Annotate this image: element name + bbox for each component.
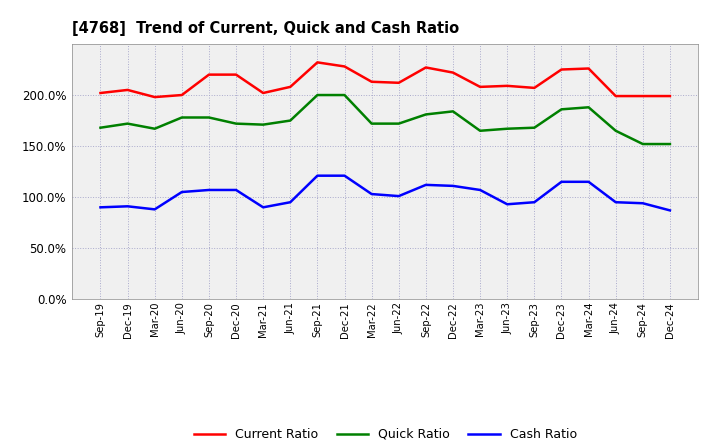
Current Ratio <box>150 95 159 100</box>
Current Ratio <box>313 60 322 65</box>
Quick Ratio <box>286 118 294 123</box>
Quick Ratio <box>476 128 485 133</box>
Current Ratio <box>123 87 132 92</box>
Current Ratio <box>286 84 294 89</box>
Cash Ratio <box>367 191 376 197</box>
Current Ratio <box>367 79 376 84</box>
Current Ratio <box>96 90 105 95</box>
Line: Current Ratio: Current Ratio <box>101 62 670 97</box>
Legend: Current Ratio, Quick Ratio, Cash Ratio: Current Ratio, Quick Ratio, Cash Ratio <box>194 428 577 440</box>
Quick Ratio <box>421 112 430 117</box>
Quick Ratio <box>665 141 674 147</box>
Quick Ratio <box>96 125 105 130</box>
Cash Ratio <box>395 194 403 199</box>
Current Ratio <box>639 93 647 99</box>
Current Ratio <box>611 93 620 99</box>
Cash Ratio <box>503 202 511 207</box>
Cash Ratio <box>611 200 620 205</box>
Current Ratio <box>503 83 511 88</box>
Quick Ratio <box>259 122 268 127</box>
Cash Ratio <box>557 179 566 184</box>
Line: Cash Ratio: Cash Ratio <box>101 176 670 210</box>
Text: [4768]  Trend of Current, Quick and Cash Ratio: [4768] Trend of Current, Quick and Cash … <box>72 21 459 36</box>
Cash Ratio <box>421 182 430 187</box>
Current Ratio <box>584 66 593 71</box>
Quick Ratio <box>639 141 647 147</box>
Current Ratio <box>557 67 566 72</box>
Cash Ratio <box>178 189 186 194</box>
Cash Ratio <box>123 204 132 209</box>
Cash Ratio <box>204 187 213 193</box>
Quick Ratio <box>449 109 457 114</box>
Quick Ratio <box>178 115 186 120</box>
Cash Ratio <box>449 183 457 188</box>
Quick Ratio <box>204 115 213 120</box>
Current Ratio <box>259 90 268 95</box>
Quick Ratio <box>313 92 322 98</box>
Current Ratio <box>204 72 213 77</box>
Quick Ratio <box>611 128 620 133</box>
Cash Ratio <box>584 179 593 184</box>
Cash Ratio <box>665 208 674 213</box>
Quick Ratio <box>503 126 511 132</box>
Quick Ratio <box>395 121 403 126</box>
Line: Quick Ratio: Quick Ratio <box>101 95 670 144</box>
Current Ratio <box>421 65 430 70</box>
Cash Ratio <box>232 187 240 193</box>
Quick Ratio <box>341 92 349 98</box>
Quick Ratio <box>584 105 593 110</box>
Quick Ratio <box>530 125 539 130</box>
Current Ratio <box>395 80 403 85</box>
Current Ratio <box>449 70 457 75</box>
Cash Ratio <box>476 187 485 193</box>
Cash Ratio <box>530 200 539 205</box>
Current Ratio <box>476 84 485 89</box>
Current Ratio <box>530 85 539 91</box>
Cash Ratio <box>259 205 268 210</box>
Quick Ratio <box>123 121 132 126</box>
Current Ratio <box>665 93 674 99</box>
Cash Ratio <box>313 173 322 178</box>
Cash Ratio <box>639 201 647 206</box>
Current Ratio <box>178 92 186 98</box>
Quick Ratio <box>150 126 159 132</box>
Quick Ratio <box>232 121 240 126</box>
Cash Ratio <box>286 200 294 205</box>
Cash Ratio <box>96 205 105 210</box>
Current Ratio <box>232 72 240 77</box>
Cash Ratio <box>341 173 349 178</box>
Cash Ratio <box>150 207 159 212</box>
Current Ratio <box>341 64 349 69</box>
Quick Ratio <box>367 121 376 126</box>
Quick Ratio <box>557 106 566 112</box>
